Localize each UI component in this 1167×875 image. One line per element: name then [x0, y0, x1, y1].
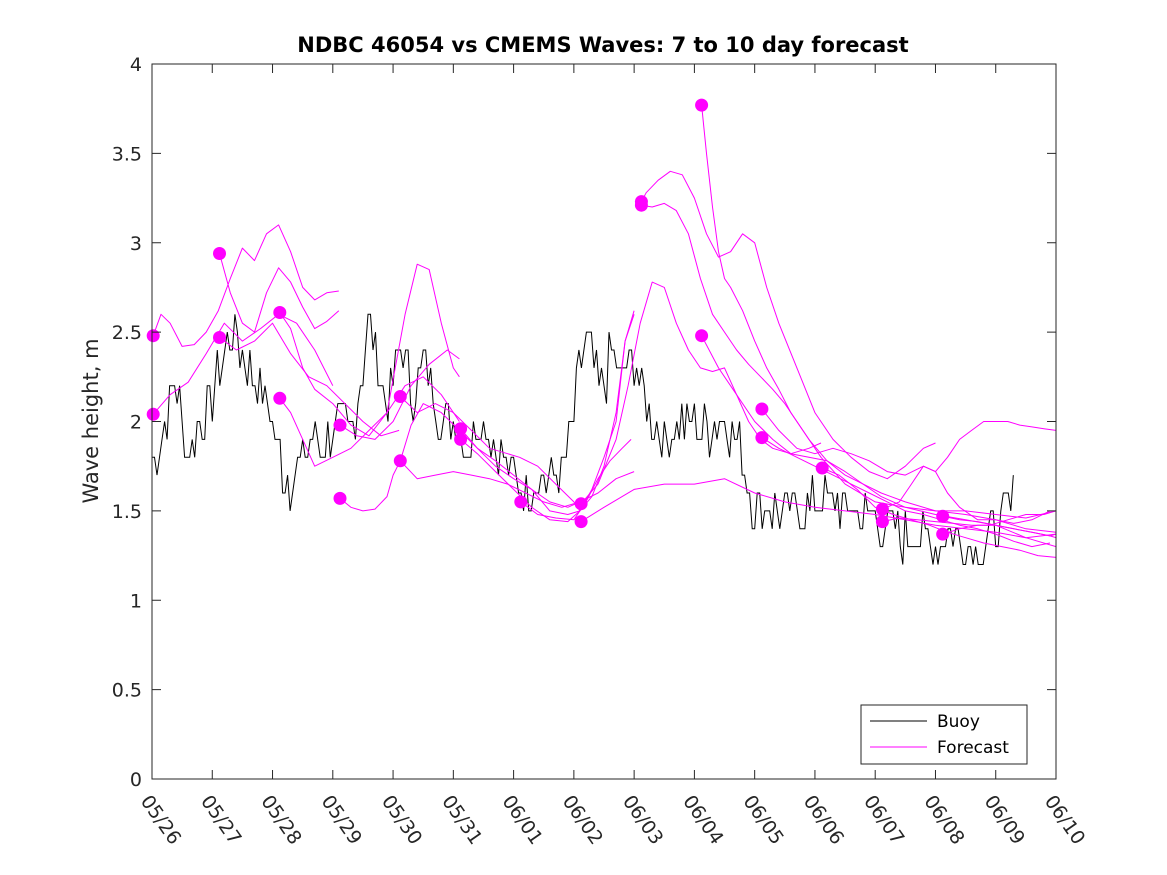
- forecast-start-marker: [755, 431, 769, 445]
- y-tick-label: 2: [130, 412, 142, 434]
- forecast-line: [761, 437, 1051, 548]
- forecast-line: [640, 170, 936, 480]
- forecast-start-marker: [815, 461, 829, 475]
- forecast-line: [460, 310, 635, 523]
- forecast-line: [152, 224, 339, 347]
- forecast-start-marker: [146, 407, 160, 421]
- forecast-start-marker: [393, 390, 407, 403]
- forecast-start-marker: [333, 491, 347, 505]
- y-tick-label: 3.5: [112, 143, 142, 165]
- y-tick-label: 0.5: [112, 680, 142, 702]
- forecast-line: [399, 396, 581, 512]
- forecast-start-marker: [454, 422, 468, 436]
- forecast-start-marker: [514, 495, 528, 509]
- legend-box: [860, 704, 1028, 765]
- forecast-start-marker: [393, 454, 407, 468]
- y-tick-label: 3: [130, 233, 142, 255]
- legend-buoy-label: Buoy: [937, 712, 980, 732]
- forecast-line: [339, 349, 460, 440]
- forecast-line: [219, 253, 340, 333]
- forecast-start-marker: [213, 331, 226, 344]
- axis-ticks: [151, 63, 1057, 780]
- forecast-line: [822, 467, 1056, 558]
- buoy-line: [152, 313, 1014, 565]
- forecast-start-marker: [936, 509, 950, 523]
- forecast-start-marker: [755, 402, 769, 416]
- forecast-start-marker: [634, 198, 648, 212]
- y-tick-label: 4: [130, 54, 142, 76]
- forecast-line: [882, 421, 1056, 510]
- legend: Buoy Forecast: [860, 704, 1028, 765]
- forecast-start-markers: [146, 98, 950, 541]
- y-tick-labels: 0 0.5 1 1.5 2 2.5 3 3.5 4: [112, 54, 142, 791]
- forecast-start-marker: [574, 515, 588, 529]
- forecast-line: [399, 460, 635, 508]
- y-tick-label: 2.5: [112, 322, 142, 344]
- y-axis-label: Wave height, m: [79, 338, 103, 503]
- forecast-start-marker: [273, 306, 287, 319]
- forecast-start-marker: [273, 391, 287, 405]
- y-tick-label: 0: [130, 769, 142, 791]
- forecast-line: [279, 263, 460, 437]
- forecast-layer: [152, 105, 1056, 558]
- forecast-start-marker: [146, 329, 160, 343]
- chart-title: NDBC 46054 vs CMEMS Waves: 7 to 10 day f…: [297, 33, 908, 57]
- forecast-line: [701, 105, 1056, 533]
- forecast-line: [942, 524, 1056, 539]
- y-tick-label: 1.5: [112, 501, 142, 523]
- forecast-line: [279, 376, 460, 467]
- forecast-start-marker: [454, 432, 468, 446]
- forecast-start-marker: [875, 515, 889, 529]
- plot-area: [152, 64, 1056, 779]
- forecast-line: [580, 281, 822, 505]
- forecast-start-marker: [213, 247, 226, 260]
- forecast-line: [761, 408, 1051, 524]
- forecast-start-marker: [695, 329, 709, 343]
- forecast-line: [152, 313, 334, 415]
- y-tick-label: 1: [130, 590, 142, 612]
- forecast-start-marker: [875, 502, 889, 516]
- forecast-line: [339, 403, 581, 512]
- forecast-line: [580, 478, 1056, 539]
- forecast-start-marker: [574, 497, 588, 511]
- legend-forecast-label: Forecast: [937, 738, 1009, 758]
- forecast-start-marker: [936, 527, 950, 541]
- forecast-start-marker: [695, 98, 709, 112]
- forecast-line: [219, 322, 400, 437]
- forecast-line: [882, 510, 1056, 526]
- forecast-start-marker: [333, 418, 347, 432]
- buoy-layer: [152, 313, 1014, 565]
- forecast-line: [460, 314, 635, 515]
